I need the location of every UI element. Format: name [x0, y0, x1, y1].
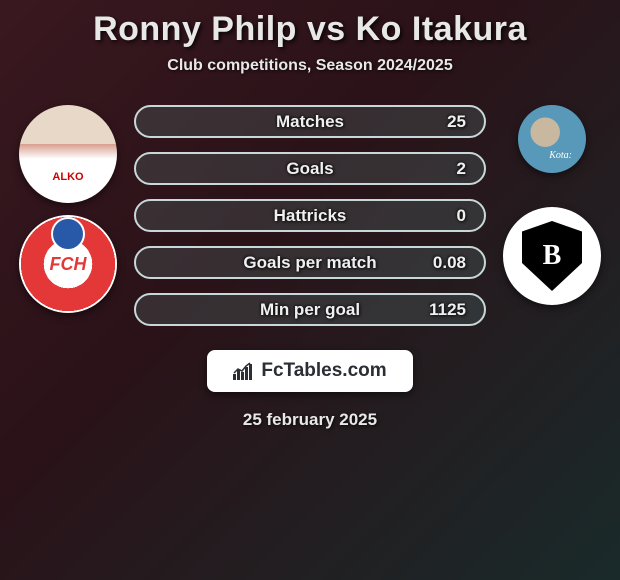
stats-column: Matches 25 Goals 2 Hattricks 0 Goals per…	[128, 105, 492, 326]
player2-column	[492, 105, 612, 305]
stat-label: Matches	[276, 112, 344, 132]
main-area: Matches 25 Goals 2 Hattricks 0 Goals per…	[0, 105, 620, 326]
player2-club-logo	[503, 207, 601, 305]
stat-label: Goals	[286, 159, 333, 179]
stat-row-min-per-goal: Min per goal 1125	[134, 293, 486, 326]
page-title: Ronny Philp vs Ko Itakura	[0, 10, 620, 49]
subtitle: Club competitions, Season 2024/2025	[0, 57, 620, 75]
stat-row-goals-per-match: Goals per match 0.08	[134, 246, 486, 279]
brand-text: FcTables.com	[261, 360, 386, 382]
stat-value: 0	[457, 206, 466, 226]
stat-label: Min per goal	[260, 300, 360, 320]
player1-column	[8, 105, 128, 313]
stat-label: Hattricks	[274, 206, 347, 226]
footer: FcTables.com 25 february 2025	[0, 350, 620, 430]
player1-photo	[19, 105, 117, 203]
stat-row-matches: Matches 25	[134, 105, 486, 138]
infographic-container: Ronny Philp vs Ko Itakura Club competiti…	[0, 0, 620, 430]
player1-club-logo	[19, 215, 117, 313]
date-text: 25 february 2025	[243, 410, 377, 430]
stat-label: Goals per match	[243, 253, 376, 273]
stat-row-goals: Goals 2	[134, 152, 486, 185]
player2-photo	[518, 105, 586, 173]
stat-row-hattricks: Hattricks 0	[134, 199, 486, 232]
stat-value: 25	[447, 112, 466, 132]
brand-badge: FcTables.com	[207, 350, 412, 392]
stat-value: 1125	[429, 300, 466, 320]
stat-value: 0.08	[433, 253, 466, 273]
stat-value: 2	[457, 159, 466, 179]
chart-icon	[233, 362, 255, 380]
